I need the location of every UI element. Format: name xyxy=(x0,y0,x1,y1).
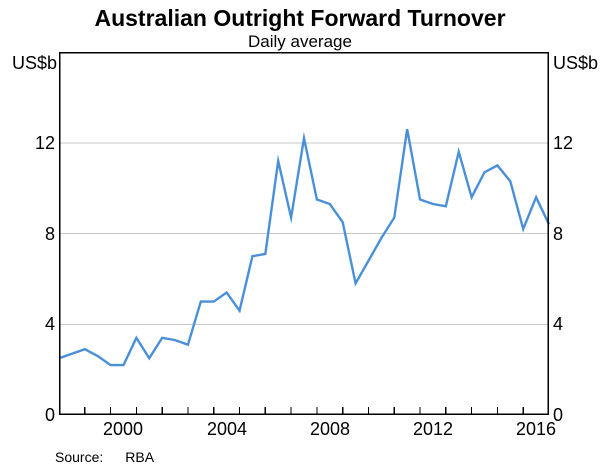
plot-frame xyxy=(59,52,549,415)
source-value: RBA xyxy=(125,449,155,465)
y-axis-label-left-0: 0 xyxy=(44,405,55,425)
line-chart xyxy=(58,52,551,415)
chart-subtitle: Daily average xyxy=(248,32,352,51)
chart-title: Australian Outright Forward Turnover xyxy=(94,5,506,31)
y-axis-label-right-8: 8 xyxy=(553,224,564,244)
x-axis-label-2008: 2008 xyxy=(309,419,351,439)
x-axis-label-2000: 2000 xyxy=(102,419,144,439)
x-axis-label-2012: 2012 xyxy=(412,419,454,439)
data-line xyxy=(58,128,551,367)
y-axis-label-left-12: 12 xyxy=(34,133,55,153)
y-axis-label-left-8: 8 xyxy=(44,224,55,244)
y-axis-label-left-4: 4 xyxy=(44,314,55,334)
y-axis-label-right-12: 12 xyxy=(553,133,574,153)
y-axis-label-right-0: 0 xyxy=(553,405,564,425)
x-axis-label-2004: 2004 xyxy=(206,419,248,439)
source-label: Source: xyxy=(55,449,104,465)
source-note: Source: RBA xyxy=(55,449,154,465)
y-axis-unit-left: US$b xyxy=(11,53,57,73)
x-axis-label-2016: 2016 xyxy=(515,419,557,439)
y-axis-unit-right: US$b xyxy=(553,53,599,73)
y-axis-label-right-4: 4 xyxy=(553,314,564,334)
